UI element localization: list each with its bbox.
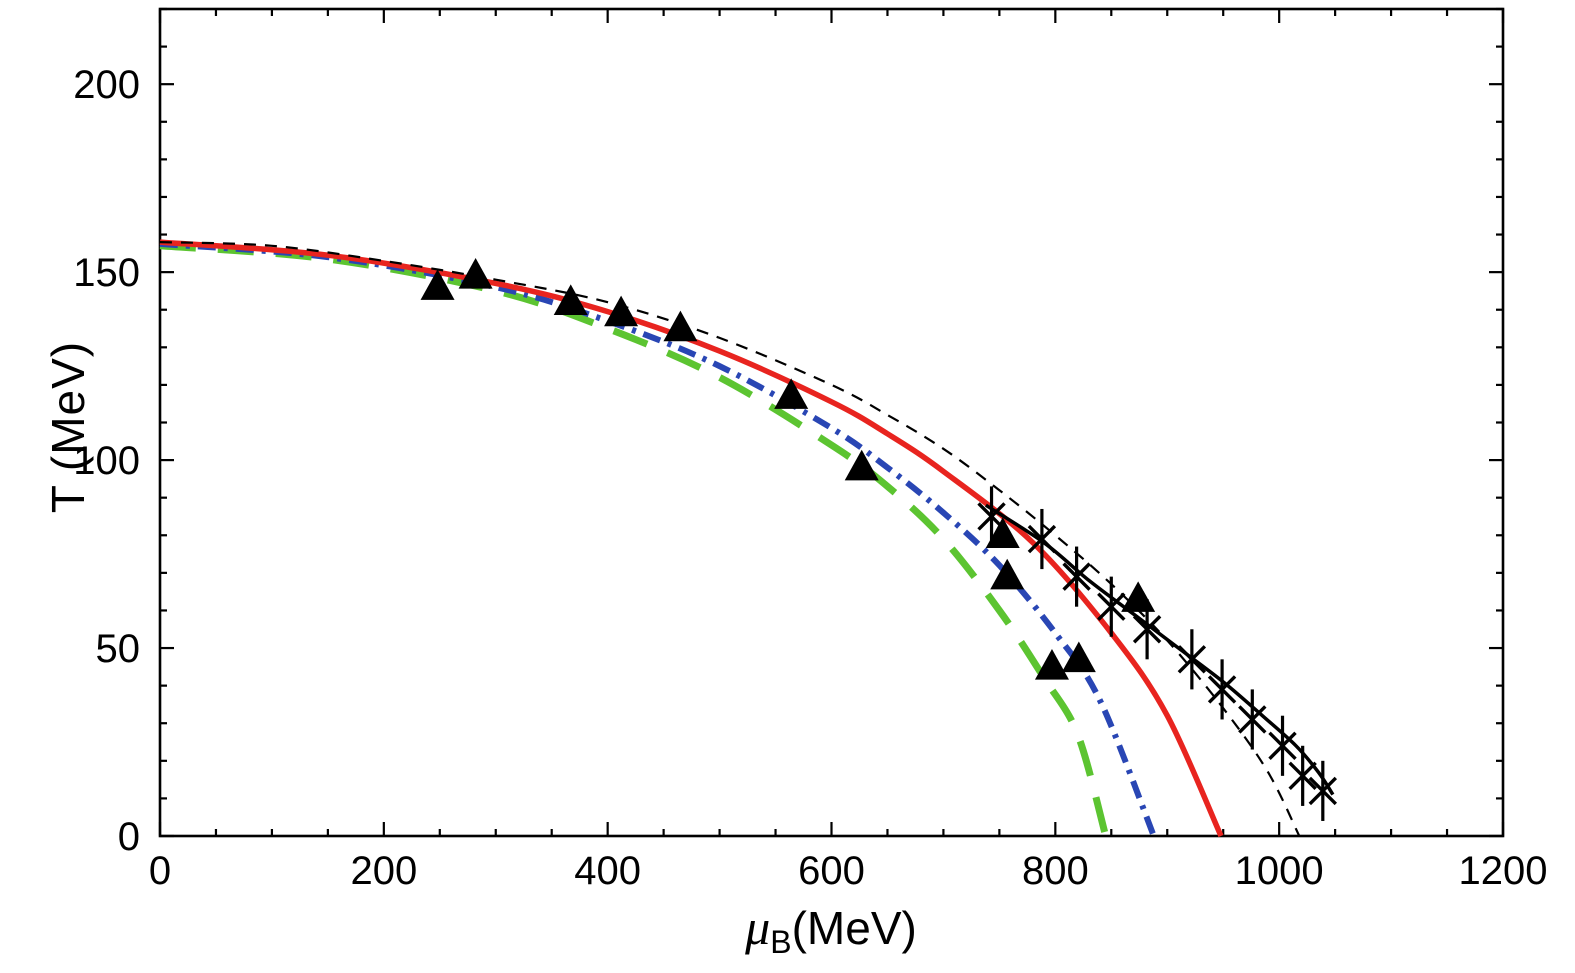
triangle-marker — [990, 558, 1025, 590]
x-tick-label: 600 — [798, 849, 865, 893]
triangle-marker — [1061, 641, 1096, 673]
y-tick-label: 150 — [73, 251, 140, 295]
x-marker — [1268, 731, 1297, 760]
x-marker — [1177, 645, 1207, 674]
black-thin-dashed-curve — [159, 241, 1301, 837]
x-marker — [1062, 562, 1091, 591]
y-tick-label: 50 — [96, 627, 141, 671]
x-marker — [1238, 705, 1267, 734]
x-axis-label-unit: (MeV) — [791, 902, 917, 954]
x-marker — [1097, 592, 1126, 621]
plot-frame — [158, 7, 1505, 838]
red-solid-curve — [159, 239, 1224, 838]
x-axis-label-mu: μ — [745, 899, 771, 955]
x-marker — [977, 502, 1006, 531]
triangle-marker — [420, 269, 455, 300]
green-long-dashed-curve — [159, 242, 1110, 837]
x-marker — [1207, 675, 1237, 704]
x-axis-label-subscript: B — [770, 924, 792, 960]
triangle-marker — [1121, 581, 1156, 612]
x-tick-label: 1000 — [1235, 849, 1324, 893]
triangle-marker — [844, 449, 879, 481]
x-marker — [1288, 761, 1317, 791]
x-tick-label: 800 — [1022, 849, 1089, 893]
y-axis-label: T (MeV) — [42, 340, 94, 514]
y-tick-label: 100 — [73, 439, 140, 483]
triangle-marker — [604, 295, 639, 327]
x-tick-label: 200 — [350, 849, 417, 893]
x-tick-label: 400 — [574, 849, 641, 893]
x-marker — [1132, 615, 1162, 644]
triangle-marker — [1034, 648, 1069, 680]
y-tick-label: 200 — [73, 63, 140, 107]
x-tick-label: 1200 — [1459, 849, 1548, 893]
x-tick-label: 0 — [149, 849, 171, 893]
triangle-marker — [458, 258, 493, 289]
x-axis-label: μB(MeV) — [666, 898, 996, 960]
y-tick-label: 0 — [118, 815, 140, 859]
x-marker — [1308, 776, 1338, 806]
triangle-marker — [774, 378, 809, 409]
triangle-marker — [663, 310, 698, 342]
black-solid-fit-line — [984, 503, 1335, 796]
x-marker — [1027, 524, 1057, 554]
triangle-marker — [553, 284, 588, 315]
triangle-marker — [985, 517, 1020, 549]
